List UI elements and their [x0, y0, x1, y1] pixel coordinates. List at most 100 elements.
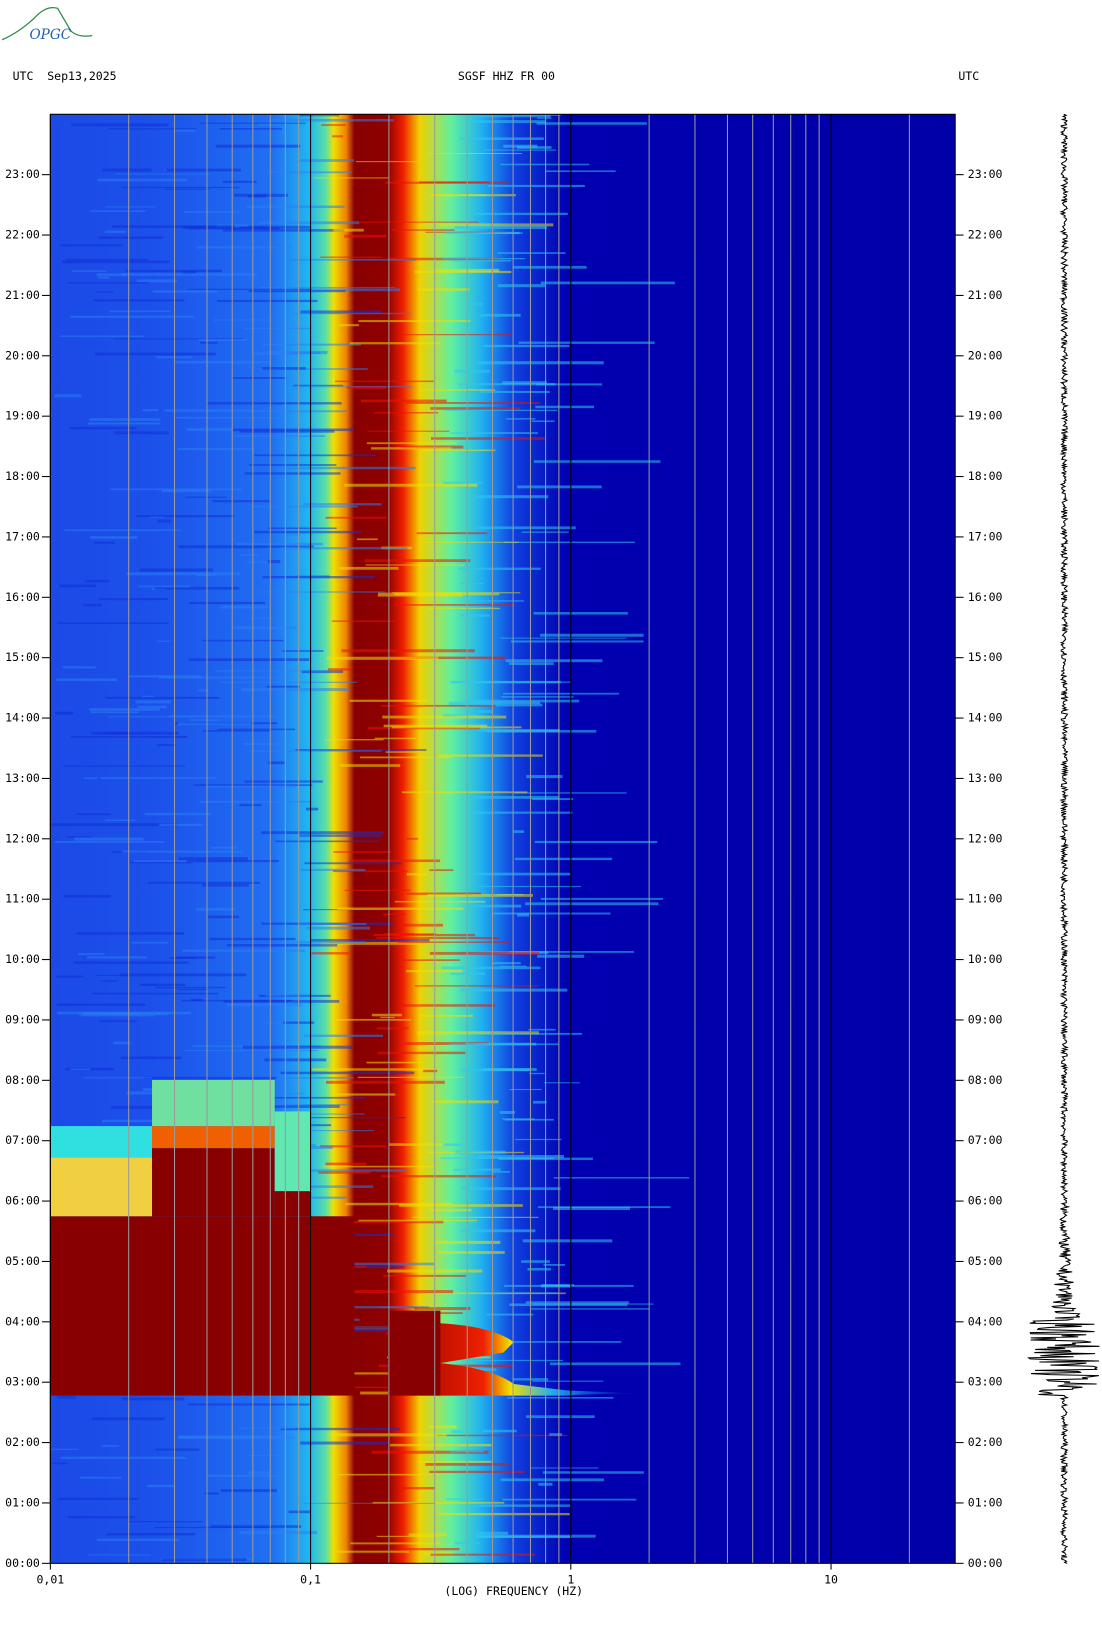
- texture-streak: [54, 841, 164, 843]
- texture-streak: [128, 675, 202, 678]
- texture-streak: [105, 696, 220, 699]
- texture-streak: [54, 394, 82, 398]
- texture-streak: [428, 607, 500, 610]
- texture-streak: [335, 380, 434, 383]
- texture-streak: [98, 276, 110, 279]
- texture-streak: [181, 270, 197, 274]
- texture-streak: [87, 422, 161, 425]
- texture-streak: [70, 315, 195, 318]
- texture-streak: [381, 1175, 497, 1178]
- texture-streak: [169, 715, 285, 718]
- y-tick-label-right: 00:00: [968, 1556, 1003, 1570]
- texture-streak: [394, 604, 515, 606]
- texture-streak: [500, 1478, 605, 1482]
- texture-streak: [299, 834, 314, 837]
- y-tick-label-right: 05:00: [968, 1254, 1003, 1268]
- texture-streak: [230, 1104, 350, 1106]
- texture-streak: [278, 1113, 365, 1115]
- texture-streak: [357, 1076, 464, 1078]
- texture-streak: [292, 312, 412, 315]
- texture-streak: [304, 862, 402, 865]
- texture-streak: [518, 341, 655, 344]
- texture-streak: [446, 1498, 483, 1500]
- texture-streak: [501, 696, 574, 698]
- texture-streak: [254, 530, 362, 534]
- texture-streak: [267, 559, 281, 564]
- texture-streak: [477, 1154, 564, 1159]
- texture-streak: [391, 592, 521, 594]
- texture-streak: [327, 668, 352, 671]
- texture-streak: [420, 1014, 473, 1017]
- texture-streak: [416, 532, 488, 535]
- texture-streak: [178, 988, 208, 991]
- texture-streak: [429, 1208, 472, 1212]
- texture-streak: [507, 1397, 614, 1399]
- texture-streak: [532, 1100, 547, 1104]
- texture-streak: [178, 857, 248, 861]
- texture-streak: [222, 180, 257, 184]
- texture-streak: [202, 639, 284, 642]
- texture-streak: [349, 342, 440, 345]
- texture-streak: [299, 159, 355, 162]
- y-tick-label: 15:00: [5, 650, 40, 664]
- texture-streak: [466, 811, 573, 814]
- seismogram-trace: [1027, 113, 1100, 1564]
- grid: [49, 114, 910, 1564]
- texture-streak: [451, 1430, 464, 1434]
- y-tick-label: 13:00: [5, 771, 40, 785]
- texture-streak: [490, 1032, 583, 1035]
- texture-streak: [344, 483, 478, 487]
- texture-streak: [93, 299, 185, 302]
- texture-streak: [125, 269, 222, 273]
- texture-streak: [200, 341, 218, 344]
- event-region: [50, 1157, 153, 1217]
- texture-streak: [122, 186, 239, 189]
- texture-streak: [371, 1450, 489, 1454]
- texture-streak: [429, 1470, 525, 1474]
- texture-streak: [337, 907, 464, 911]
- texture-streak: [503, 541, 635, 544]
- texture-streak: [217, 728, 296, 731]
- texture-streak: [470, 872, 571, 876]
- texture-streak: [499, 1111, 515, 1114]
- texture-streak: [240, 554, 259, 556]
- texture-streak: [483, 1068, 537, 1071]
- texture-streak: [473, 495, 549, 499]
- texture-streak: [406, 656, 505, 660]
- texture-streak: [78, 953, 105, 956]
- texture-streak: [513, 830, 525, 833]
- texture-streak: [427, 894, 533, 897]
- texture-streak: [406, 402, 541, 404]
- texture-streak: [537, 954, 585, 958]
- texture-streak: [185, 496, 228, 498]
- texture-streak: [300, 310, 382, 314]
- texture-streak: [159, 823, 203, 826]
- texture-streak: [471, 600, 524, 602]
- texture-streak: [553, 1206, 630, 1211]
- texture-streak: [210, 846, 238, 849]
- texture-streak: [204, 1492, 219, 1495]
- texture-streak: [536, 383, 603, 386]
- texture-streak: [380, 1016, 395, 1019]
- texture-streak: [358, 320, 471, 323]
- texture-streak: [326, 1080, 445, 1084]
- texture-streak: [355, 161, 418, 163]
- event-signal: [387, 1310, 661, 1396]
- texture-streak: [332, 135, 343, 138]
- texture-streak: [63, 894, 111, 898]
- texture-streak: [155, 986, 226, 989]
- texture-streak: [439, 223, 554, 227]
- texture-streak: [549, 1362, 681, 1366]
- texture-streak: [136, 515, 235, 518]
- texture-streak: [113, 338, 244, 340]
- event-region: [387, 1310, 441, 1396]
- texture-streak: [280, 466, 416, 470]
- y-tick-label-right: 04:00: [968, 1314, 1003, 1328]
- x-tick-label: 1: [567, 1573, 574, 1587]
- texture-streak: [458, 567, 541, 570]
- plot-area: [49, 113, 956, 1564]
- texture-streak: [275, 840, 380, 843]
- texture-streak: [282, 650, 324, 652]
- texture-streak: [479, 313, 521, 317]
